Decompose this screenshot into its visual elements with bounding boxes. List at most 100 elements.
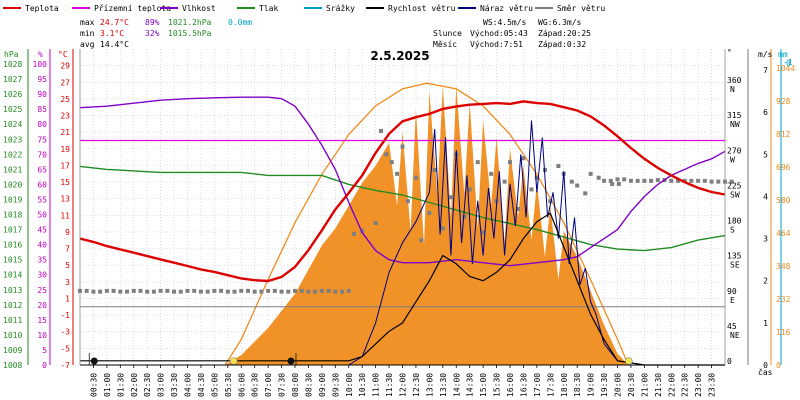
- time-tick-label: 19:00: [587, 373, 596, 397]
- time-tick-label: 10:00: [345, 373, 354, 397]
- wind-direction-point: [346, 288, 351, 293]
- direction-tick-label: 360: [727, 76, 742, 85]
- wind-direction-point: [448, 195, 453, 200]
- wind-direction-point: [131, 288, 136, 293]
- wind-direction-point: [440, 226, 445, 231]
- wind-direction-point: [266, 288, 271, 293]
- humidity-tick-label: 95: [37, 75, 47, 84]
- direction-tick-label: 90: [727, 287, 737, 296]
- humidity-tick-label: 40: [37, 241, 47, 250]
- temp-tick-label: -3: [60, 328, 70, 337]
- direction-tick-label: 45: [727, 322, 737, 331]
- time-tick-label: 01:30: [116, 373, 125, 397]
- time-tick-label: 11:00: [372, 373, 381, 397]
- time-tick-label: 22:00: [667, 373, 676, 397]
- humidity-tick-label: 60: [37, 180, 47, 189]
- pressure-tick-label: 1011: [3, 316, 22, 325]
- legend-label: Srážky: [326, 4, 355, 13]
- time-tick-label: 11:30: [385, 373, 394, 397]
- precip-axis-title: mm: [778, 50, 788, 59]
- wind-direction-point: [489, 171, 494, 176]
- solar-tick-label: 232: [776, 295, 791, 304]
- humidity-tick-label: 80: [37, 120, 47, 129]
- wind-gust-line: [80, 120, 725, 366]
- wind-direction-point: [405, 199, 410, 204]
- temp-tick-label: 7: [65, 245, 70, 254]
- direction-tick-label: 225: [727, 181, 742, 190]
- temp-tick-label: 9: [65, 228, 70, 237]
- wind-direction-point: [529, 187, 534, 192]
- wind-direction-point: [622, 177, 627, 182]
- humidity-axis-title: %: [38, 50, 43, 59]
- stats-avg-label: avg: [80, 40, 95, 49]
- time-tick-label: 16:30: [519, 373, 528, 397]
- temp-tick-label: 17: [60, 161, 70, 170]
- time-tick-label: 08:00: [291, 373, 300, 397]
- humidity-tick-label: 15: [37, 316, 47, 325]
- pressure-tick-label: 1014: [3, 271, 22, 280]
- time-tick-label: 14:30: [466, 373, 475, 397]
- wind-direction-point: [98, 289, 103, 294]
- temp-tick-label: 5: [65, 261, 70, 270]
- pressure-tick-label: 1017: [3, 226, 22, 235]
- direction-tick-label: 180: [727, 217, 742, 226]
- stats-min-label: min: [80, 29, 95, 38]
- temp-tick-label: -7: [60, 361, 70, 370]
- direction-tick-label: E: [730, 296, 735, 305]
- wind-direction-point: [225, 289, 230, 294]
- pressure-tick-label: 1019: [3, 195, 22, 204]
- temp-tick-label: 1: [65, 294, 70, 303]
- wind-direction-point: [138, 288, 143, 293]
- wind-direction-point: [716, 179, 721, 184]
- wind-direction-point: [583, 191, 588, 196]
- sunrise-marker: [229, 357, 238, 365]
- wind-direction-point: [219, 288, 224, 293]
- wind-direction-point: [111, 288, 116, 293]
- temp-tick-label: 19: [60, 145, 70, 154]
- direction-tick-label: W: [730, 155, 735, 164]
- wind-direction-point: [655, 178, 660, 183]
- solar-tick-label: 580: [776, 196, 791, 205]
- solar-tick-label: 928: [776, 97, 791, 106]
- humidity-tick-label: 65: [37, 165, 47, 174]
- pressure-tick-label: 1009: [3, 346, 22, 355]
- wind-speed-tick-label: 6: [763, 108, 768, 117]
- time-tick-label: 23:00: [694, 373, 703, 397]
- wind-direction-point: [384, 152, 389, 157]
- wind-direction-point: [729, 179, 734, 184]
- wind-direction-point: [389, 160, 394, 165]
- stats-max-label: max: [80, 18, 95, 27]
- time-tick-label: 19:30: [600, 373, 609, 397]
- wind-direction-point: [608, 178, 613, 183]
- direction-tick-label: N: [730, 85, 735, 94]
- wind-direction-point: [481, 230, 486, 235]
- time-tick-label: 15:00: [479, 373, 488, 397]
- wind-speed-axis-title: m/s: [758, 50, 773, 59]
- wind-direction-point: [556, 164, 561, 169]
- wind-direction-point: [642, 178, 647, 183]
- time-tick-label: 05:00: [210, 373, 219, 397]
- wind-direction-point: [158, 288, 163, 293]
- wind-direction-point: [610, 181, 615, 186]
- time-tick-label: 07:30: [278, 373, 287, 397]
- direction-tick-label: 270: [727, 146, 742, 155]
- humidity-tick-label: 55: [37, 195, 47, 204]
- wind-direction-point: [462, 214, 467, 219]
- humidity-tick-label: 85: [37, 105, 47, 114]
- wind-direction-point: [333, 289, 338, 294]
- wind-direction-series: [78, 128, 734, 294]
- humidity-tick-label: 70: [37, 150, 47, 159]
- wind-direction-point: [326, 288, 331, 293]
- humidity-tick-label: 100: [33, 60, 48, 69]
- time-axis-title: čas: [758, 367, 773, 377]
- pressure-tick-label: 1028: [3, 60, 22, 69]
- wind-direction-point: [373, 220, 378, 225]
- wind-direction-point: [432, 167, 437, 172]
- pressure-tick-label: 1010: [3, 331, 22, 340]
- humidity-tick-label: 0: [42, 361, 47, 370]
- moon-set-info: Západ:0:32: [538, 40, 586, 49]
- humidity-tick-label: 90: [37, 90, 47, 99]
- wind-direction-point: [232, 289, 237, 294]
- legend-label: Teplota: [25, 4, 59, 13]
